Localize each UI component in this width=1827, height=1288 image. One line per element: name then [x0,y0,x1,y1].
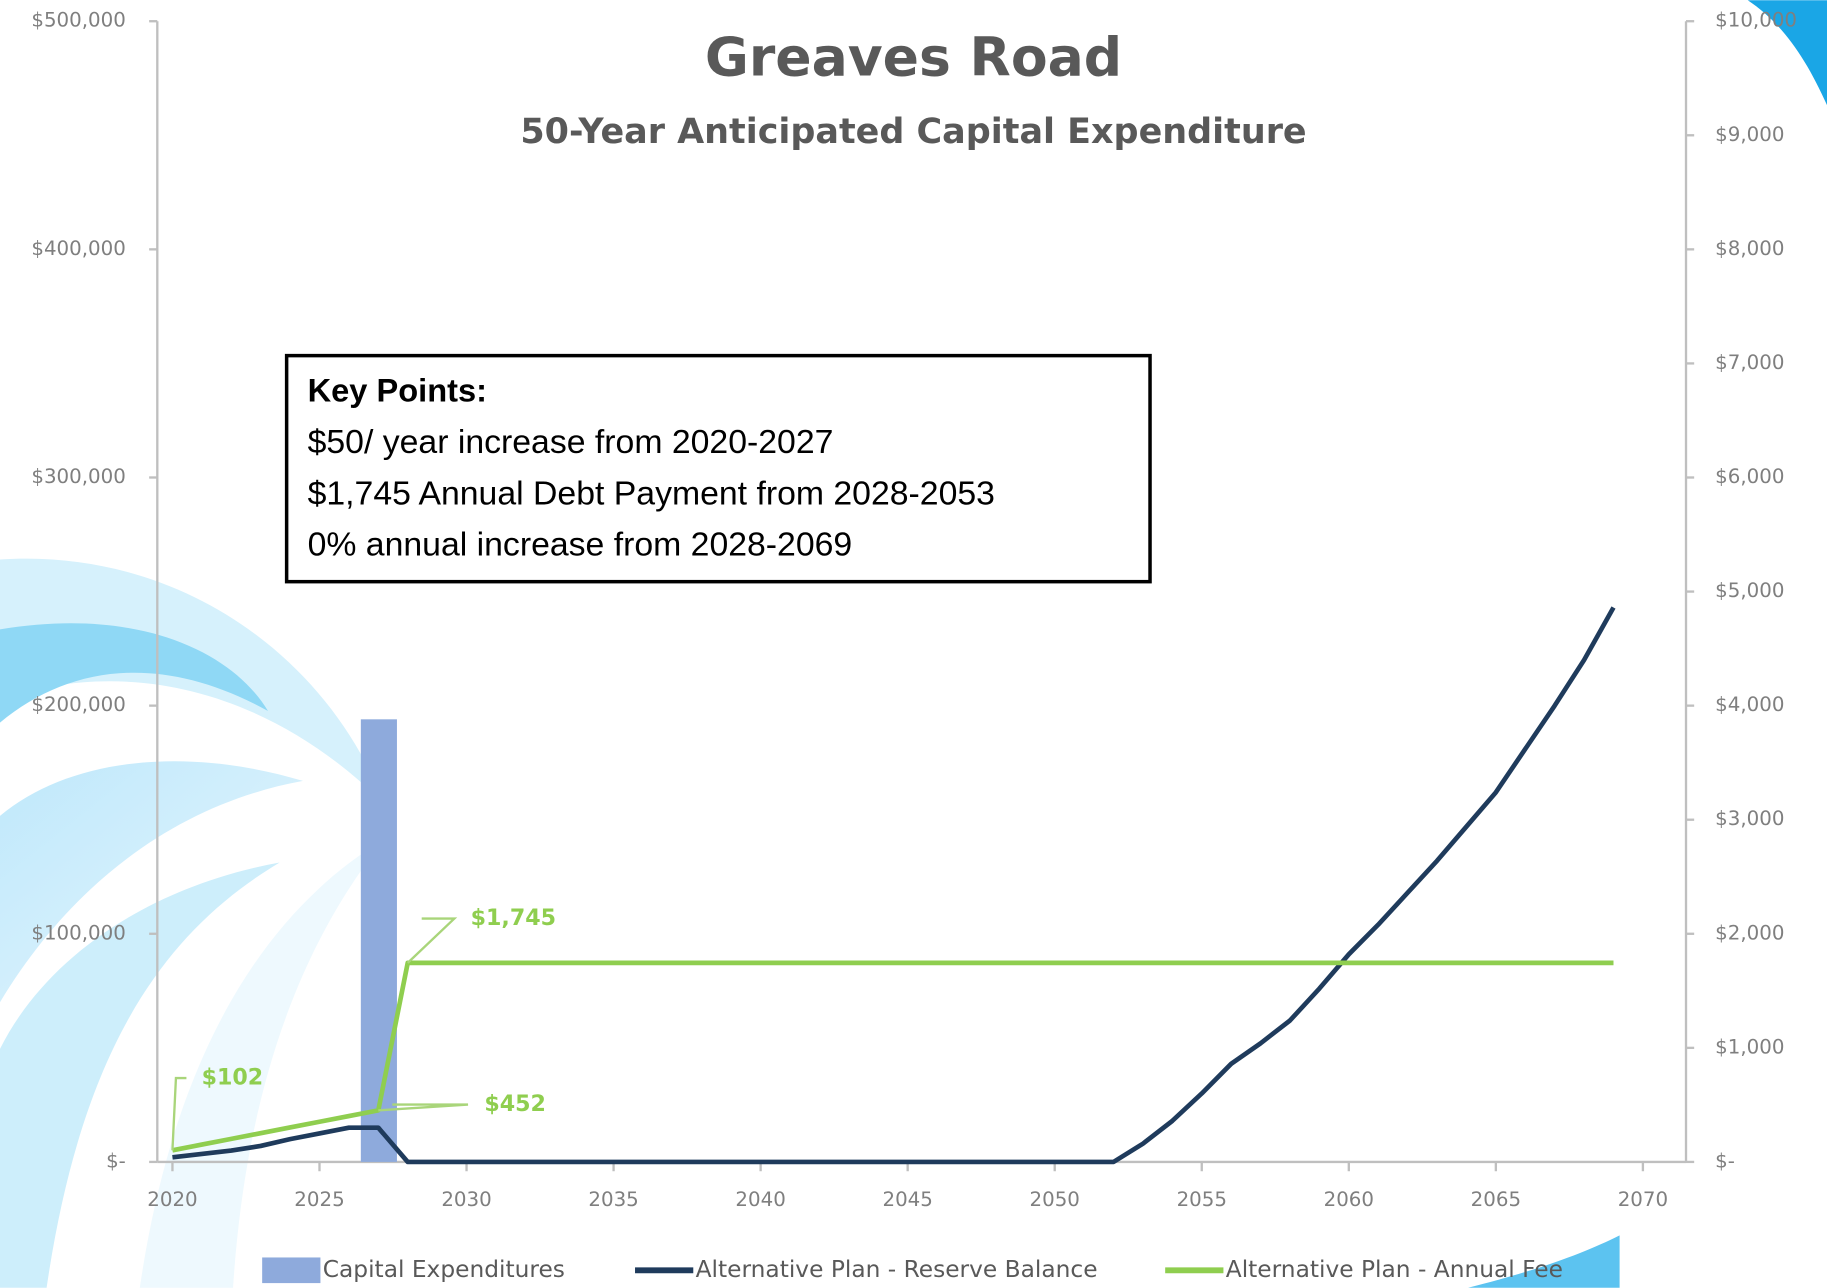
plot-area: $- $100,000 $200,000 $300,000 $400,000 $500,0… [31,9,1797,1211]
x-tick-label: 2055 [1177,1188,1227,1211]
chart-subtitle: 50-Year Anticipated Capital Expenditure [520,112,1306,152]
label-leader [171,1076,187,1151]
y-tick-label: $400,000 [31,237,125,260]
x-tick-label: 2035 [588,1188,638,1211]
x-tick-label: 2070 [1618,1188,1668,1211]
text-box-line: 0% annual increase from 2028-2069 [308,526,853,564]
x-tick-label: 2060 [1324,1188,1374,1211]
y2-tick-label: $1,000 [1715,1035,1784,1058]
y-tick-label: $200,000 [31,693,125,716]
data-label: $452 [484,1091,546,1117]
y-tick-label: $300,000 [31,465,125,488]
text-box-title: Key Points: [308,372,487,409]
key-points-box: Key Points: $50/ year increase from 2020… [284,353,1152,584]
x-tick-label: 2040 [735,1188,785,1211]
legend-label: Capital Expenditures [323,1256,565,1283]
x-tick-label: 2065 [1471,1188,1521,1211]
y-tick-label: $- [106,1149,126,1172]
bar [360,719,397,1162]
y-tick-label: $500,000 [31,9,125,32]
text-box-line: $1,745 Annual Debt Payment from 2028-205… [308,474,995,512]
legend-swatch [262,1257,321,1284]
x-tick-label: 2020 [147,1188,197,1211]
y2-tick-label: $5,000 [1715,579,1784,602]
data-label: $1,745 [471,905,556,931]
label-leader [378,1103,469,1112]
data-label: $102 [202,1065,264,1091]
legend-label: Alternative Plan - Reserve Balance [696,1256,1098,1283]
text-box-line: $50/ year increase from 2020-2027 [308,423,834,461]
x-tick-label: 2025 [294,1188,344,1211]
y2-tick-label: $8,000 [1715,237,1784,260]
x-tick-label: 2030 [441,1188,491,1211]
y2-tick-label: $3,000 [1715,807,1784,830]
y2-tick-label: $7,000 [1715,351,1784,374]
y2-tick-label: $10,000 [1715,9,1797,32]
text-box-frame [284,353,1152,584]
label-leader [406,917,458,964]
line-series [172,606,1616,1165]
x-tick-label: 2045 [882,1188,932,1211]
y2-tick-label: $9,000 [1715,123,1784,146]
line-series [172,960,1614,1153]
y2-tick-label: $4,000 [1715,693,1784,716]
y2-tick-label: $6,000 [1715,465,1784,488]
chart-title: Greaves Road [705,25,1122,88]
y2-tick-label: $2,000 [1715,921,1784,944]
x-tick-label: 2050 [1030,1188,1080,1211]
y2-tick-label: $- [1715,1149,1735,1172]
y-tick-label: $100,000 [31,921,125,944]
legend-label: Alternative Plan - Annual Fee [1226,1256,1563,1283]
